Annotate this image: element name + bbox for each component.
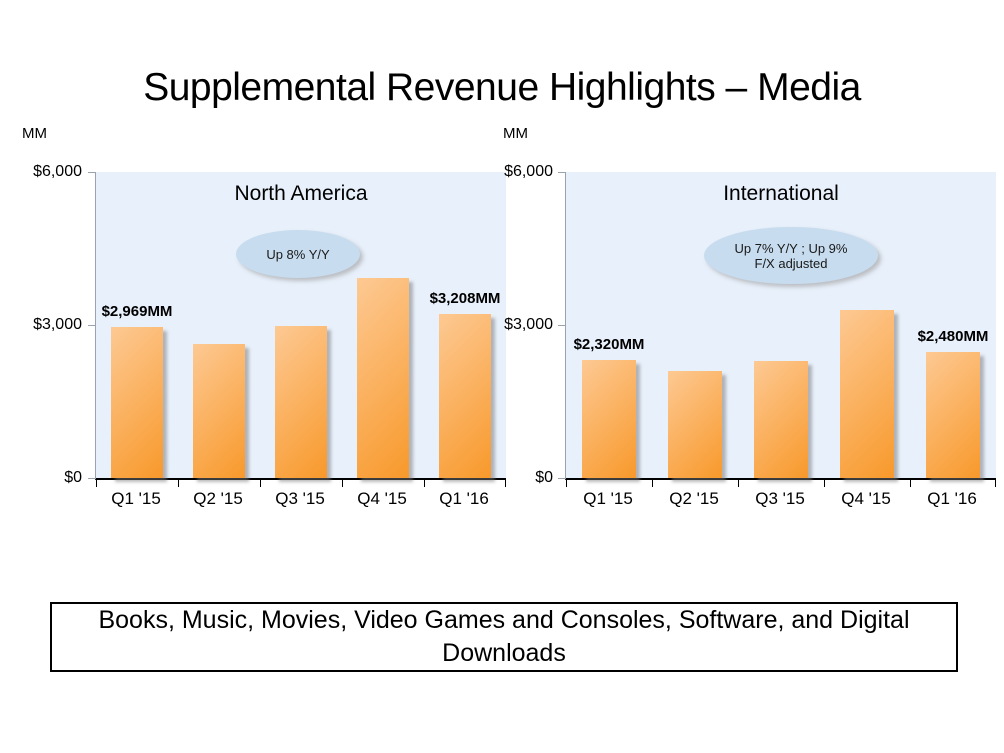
x-axis-label: Q1 '16 (439, 489, 489, 508)
bar-q2-15 (193, 344, 245, 478)
x-axis-tick (995, 480, 996, 487)
y-axis-tick (88, 325, 96, 326)
x-axis-label: Q4 '15 (841, 489, 891, 508)
y-axis-tick-label: $6,000 (504, 163, 553, 180)
x-axis-tick (342, 480, 343, 487)
x-axis-tick (260, 480, 261, 487)
bar-value-label: $3,208MM (429, 290, 501, 307)
x-axis-tick (96, 480, 97, 487)
bar-q4-15 (840, 310, 894, 478)
x-axis-label: Q1 '15 (583, 489, 633, 508)
x-axis-label: Q3 '15 (275, 489, 325, 508)
x-axis-tick (566, 480, 567, 487)
chart-international: MM $6,000 $3,000 $0 International Up 7% … (495, 125, 1004, 508)
y-axis-tick (88, 172, 96, 173)
y-axis-tick-label: $3,000 (504, 316, 553, 333)
bar-q4-15 (357, 278, 409, 478)
bar-value-label: $2,320MM (573, 336, 645, 353)
bar-q1-15 (582, 360, 636, 478)
x-axis-labels: Q1 '15 Q2 '15 Q3 '15 Q4 '15 Q1 '16 (565, 489, 995, 509)
chart-north-america: MM $6,000 $3,000 $0 North America Up 8% … (22, 125, 506, 508)
callout-text: Up 7% Y/Y ; Up 9% F/X adjusted (734, 240, 848, 271)
x-axis-label: Q2 '15 (669, 489, 719, 508)
y-axis-tick-label: $0 (535, 469, 553, 486)
x-axis-labels: Q1 '15 Q2 '15 Q3 '15 Q4 '15 Q1 '16 (95, 489, 505, 509)
x-axis-tick (824, 480, 825, 487)
bar-q1-16 (926, 352, 980, 478)
y-axis-tick (558, 478, 566, 479)
y-axis-tick-label: $0 (64, 469, 82, 486)
plot-area: International Up 7% Y/Y ; Up 9% F/X adju… (558, 172, 996, 487)
chart-title: International (723, 182, 839, 205)
callout-ellipse: Up 8% Y/Y (236, 230, 360, 278)
bar-q1-16 (439, 314, 491, 478)
x-axis-tick (424, 480, 425, 487)
y-axis-tick (88, 478, 96, 479)
x-axis-tick (178, 480, 179, 487)
y-axis-tick (558, 172, 566, 173)
x-axis-tick (505, 480, 506, 487)
x-axis-label: Q4 '15 (357, 489, 407, 508)
x-axis-label: Q2 '15 (193, 489, 243, 508)
y-axis-unit-label: MM (22, 125, 47, 142)
callout-text: Up 8% Y/Y (266, 246, 330, 262)
plot-area: North America Up 8% Y/Y $2,969MM $3,208MM (88, 172, 506, 487)
footnote-text: Books, Music, Movies, Video Games and Co… (98, 606, 910, 667)
y-axis-unit-label: MM (503, 125, 528, 142)
bar-value-label: $2,480MM (917, 328, 989, 345)
y-axis-tick-label: $6,000 (33, 163, 82, 180)
slide-title: Supplemental Revenue Highlights – Media (143, 66, 861, 110)
chart-title: North America (234, 182, 368, 205)
bar-q3-15 (275, 326, 327, 478)
y-axis-tick-label: $3,000 (33, 316, 82, 333)
x-axis-label: Q1 '15 (111, 489, 161, 508)
callout-ellipse: Up 7% Y/Y ; Up 9% F/X adjusted (704, 227, 878, 284)
bar-q1-15 (111, 327, 163, 478)
x-axis-tick (738, 480, 739, 487)
bar-value-label: $2,969MM (101, 303, 173, 320)
x-axis-tick (910, 480, 911, 487)
x-axis-label: Q1 '16 (927, 489, 977, 508)
footnote-box: Books, Music, Movies, Video Games and Co… (50, 602, 958, 672)
bar-q2-15 (668, 371, 722, 478)
x-axis-tick (652, 480, 653, 487)
y-axis-tick (558, 325, 566, 326)
x-axis-label: Q3 '15 (755, 489, 805, 508)
bar-q3-15 (754, 361, 808, 478)
